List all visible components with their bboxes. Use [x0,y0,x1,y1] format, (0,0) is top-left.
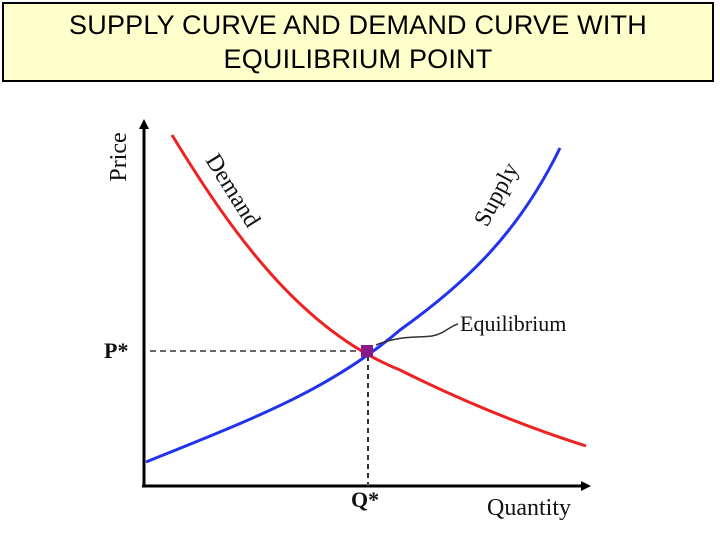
equilibrium-label: Equilibrium [460,311,566,336]
page-title: SUPPLY CURVE AND DEMAND CURVE WITH EQUIL… [69,10,647,74]
equilibrium-point [361,345,373,357]
x-axis-label: Quantity [487,495,571,521]
price-equilibrium-label: P* [104,338,128,363]
quantity-equilibrium-label: Q* [351,487,379,512]
equilibrium-leader-line [375,323,459,346]
demand-curve-label: Demand [200,149,265,232]
title-box: SUPPLY CURVE AND DEMAND CURVE WITH EQUIL… [2,2,714,82]
y-axis-label: Price [106,132,132,181]
supply-curve [145,147,562,464]
demand-curve [170,134,587,448]
